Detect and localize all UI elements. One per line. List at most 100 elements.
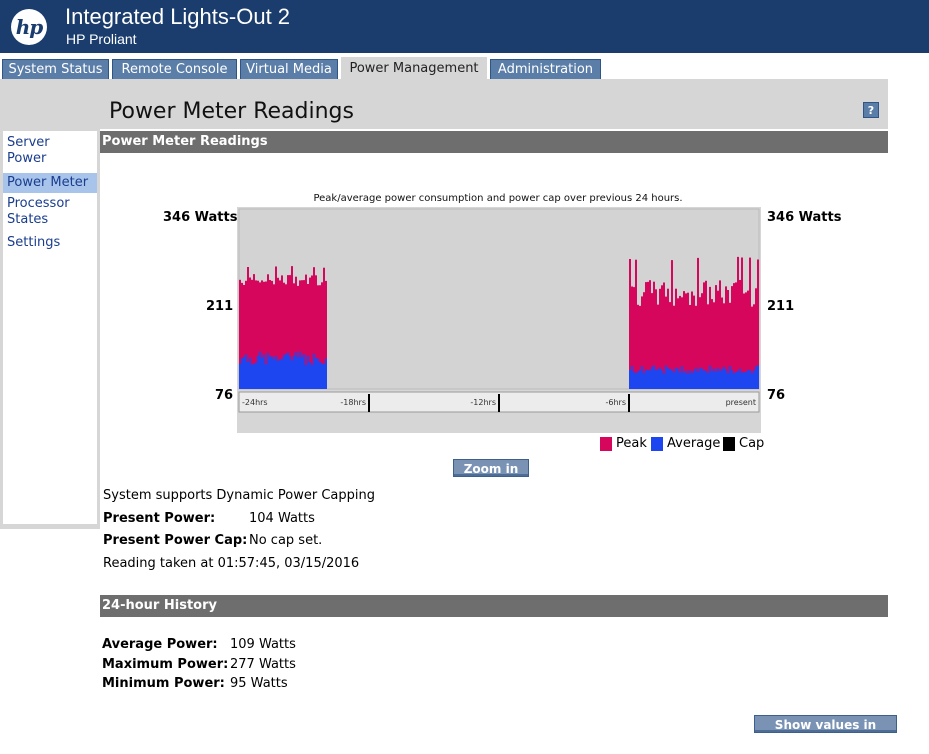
- average-bar: [301, 357, 303, 389]
- page-title: Power Meter Readings: [109, 99, 354, 124]
- average-bar: [749, 370, 751, 389]
- power-chart: -24hrs -18hrs -12hrs -6hrs present: [237, 207, 761, 433]
- average-bar: [245, 354, 247, 389]
- peak-bar: [249, 277, 251, 389]
- peak-bar: [757, 259, 759, 389]
- peak-bar: [653, 281, 655, 389]
- sidebar-item-power-meter[interactable]: Power Meter: [3, 173, 97, 193]
- average-bar: [303, 354, 305, 389]
- peak-bar: [689, 305, 691, 389]
- y-tick-left-mid: 211: [206, 299, 234, 314]
- y-tick-left-min: 76: [215, 388, 234, 403]
- peak-bar: [265, 281, 267, 389]
- average-bar: [709, 365, 711, 389]
- average-bar: [273, 359, 275, 389]
- peak-bar: [241, 282, 243, 389]
- peak-bar: [749, 257, 751, 389]
- show-btu-button[interactable]: Show values in BTU/hr: [754, 715, 897, 750]
- peak-bar: [715, 285, 717, 389]
- tab-power-management[interactable]: Power Management: [341, 57, 487, 79]
- average-bar: [281, 359, 283, 389]
- minimum-power-value: 95 Watts: [230, 676, 288, 691]
- peak-bar: [309, 277, 311, 389]
- peak-bar: [679, 295, 681, 389]
- average-bar: [721, 369, 723, 389]
- peak-bar: [285, 284, 287, 389]
- y-tick-right-max: 346 Watts: [767, 210, 842, 225]
- peak-bar: [639, 305, 641, 389]
- average-bar: [715, 371, 717, 389]
- average-bar: [631, 365, 633, 389]
- average-bar: [271, 356, 273, 389]
- peak-bar: [719, 280, 721, 389]
- dynamic-capping-text: System supports Dynamic Power Capping: [103, 488, 375, 503]
- x-tick-mark: [628, 394, 630, 412]
- average-power-value: 109 Watts: [230, 637, 296, 652]
- average-bar: [641, 366, 643, 389]
- average-bar: [633, 371, 635, 389]
- legend-peak-label: Peak: [616, 436, 647, 451]
- peak-bar: [673, 305, 675, 389]
- average-bar: [713, 368, 715, 389]
- peak-bar: [685, 293, 687, 389]
- average-bar: [735, 371, 737, 389]
- sidebar-item-server-power[interactable]: Server Power: [7, 135, 50, 166]
- peak-bar: [243, 285, 245, 389]
- x-tick-mark: [368, 394, 370, 412]
- peak-bar: [755, 288, 757, 389]
- peak-bar: [713, 302, 715, 389]
- peak-bar: [263, 281, 265, 389]
- average-bar: [259, 351, 261, 389]
- help-icon[interactable]: ?: [863, 102, 879, 118]
- legend-average-swatch: [651, 437, 663, 451]
- peak-bar: [313, 267, 315, 389]
- average-bar: [263, 354, 265, 389]
- average-bar: [295, 351, 297, 389]
- tab-remote-console[interactable]: Remote Console: [112, 59, 237, 79]
- tab-administration[interactable]: Administration: [490, 59, 601, 79]
- average-bar: [707, 372, 709, 389]
- sidebar-item-processor-states[interactable]: Processor States: [7, 196, 70, 227]
- peak-bar: [257, 280, 259, 389]
- average-bar: [753, 370, 755, 389]
- average-bar: [703, 370, 705, 389]
- peak-bar: [731, 286, 733, 389]
- average-bar: [745, 372, 747, 389]
- peak-bar: [711, 299, 713, 389]
- peak-bar: [645, 282, 647, 389]
- tab-system-status[interactable]: System Status: [2, 59, 109, 79]
- y-tick-right-mid: 211: [767, 299, 795, 314]
- average-bar: [733, 373, 735, 389]
- peak-bar: [239, 279, 241, 389]
- average-bar: [663, 373, 665, 389]
- average-bar: [717, 367, 719, 389]
- tab-virtual-media[interactable]: Virtual Media: [240, 59, 338, 79]
- average-bar: [661, 370, 663, 389]
- average-bar: [321, 363, 323, 389]
- zoom-in-button[interactable]: Zoom in: [453, 459, 529, 477]
- peak-bar: [729, 302, 731, 389]
- peak-bar: [631, 286, 633, 389]
- average-bar: [729, 365, 731, 389]
- average-bar: [325, 358, 327, 389]
- history-section-header: 24-hour History: [100, 595, 888, 617]
- peak-bar: [735, 282, 737, 389]
- average-bar: [683, 372, 685, 389]
- sidebar-item-settings[interactable]: Settings: [7, 235, 61, 250]
- average-bar: [731, 370, 733, 389]
- average-bar: [647, 370, 649, 389]
- average-bar: [289, 356, 291, 389]
- present-power-value: 104 Watts: [249, 511, 315, 526]
- peak-bar: [709, 286, 711, 389]
- peak-bar: [321, 282, 323, 389]
- peak-bar: [301, 280, 303, 389]
- average-bar: [665, 365, 667, 389]
- average-bar: [313, 353, 315, 389]
- average-bar: [635, 373, 637, 389]
- peak-bar: [655, 289, 657, 389]
- peak-bar: [255, 280, 257, 389]
- peak-bar: [701, 293, 703, 389]
- peak-bar: [741, 257, 743, 389]
- average-bar: [693, 370, 695, 389]
- peak-bar: [733, 283, 735, 389]
